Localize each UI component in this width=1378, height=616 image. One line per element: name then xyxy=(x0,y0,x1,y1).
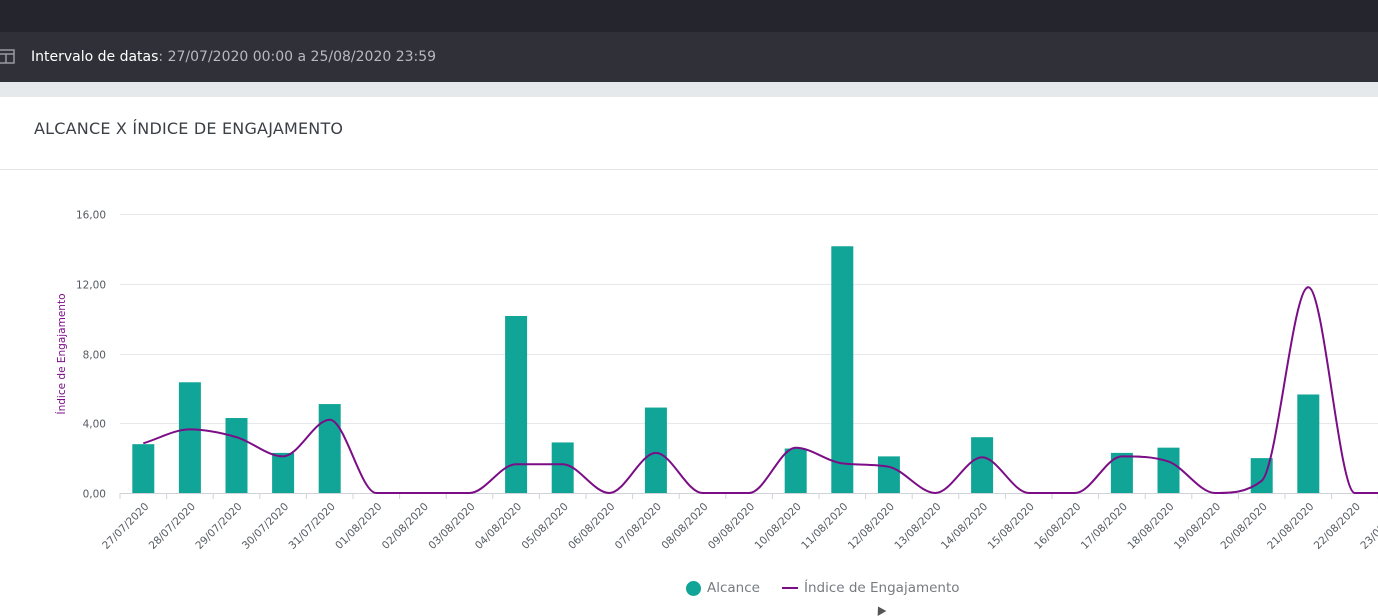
bar xyxy=(178,382,201,493)
chart-legend: Alcance Índice de Engajamento xyxy=(686,580,960,596)
bar xyxy=(132,444,155,493)
app-topbar xyxy=(0,0,1378,32)
bar xyxy=(225,418,248,493)
bar xyxy=(1110,452,1133,493)
bar xyxy=(784,448,807,493)
bar xyxy=(877,456,900,493)
bar xyxy=(551,442,574,493)
y-tick-label: 16,00 xyxy=(76,210,106,222)
date-range-separator: : xyxy=(158,49,168,65)
date-filter-bar[interactable]: Intervalo de datas: 27/07/2020 00:00 a 2… xyxy=(0,32,1378,82)
x-tick-label: 16/08/2020 xyxy=(1032,501,1083,552)
x-tick-label: 02/08/2020 xyxy=(380,501,431,552)
x-tick-label: 12/08/2020 xyxy=(846,501,897,552)
card-divider xyxy=(0,169,1378,170)
bar xyxy=(971,437,994,493)
x-tick-label: 18/08/2020 xyxy=(1125,501,1176,552)
chart-title: ALCANCE X ÍNDICE DE ENGAJAMENTO xyxy=(34,119,344,138)
legend-engajamento[interactable]: Índice de Engajamento xyxy=(803,580,960,596)
x-tick-label: 07/08/2020 xyxy=(613,501,664,552)
y-tick-label: 12,00 xyxy=(76,280,106,292)
bar xyxy=(505,316,528,493)
x-tick-label: 06/08/2020 xyxy=(566,501,617,552)
y-tick-label: 0,00 xyxy=(83,489,106,501)
x-tick-label: 19/08/2020 xyxy=(1172,501,1223,552)
x-tick-label: 30/07/2020 xyxy=(240,501,291,552)
x-tick-label: 01/08/2020 xyxy=(333,501,384,552)
section-separator xyxy=(0,82,1378,97)
x-tick-label: 21/08/2020 xyxy=(1265,501,1316,552)
x-tick-label: 15/08/2020 xyxy=(986,501,1037,552)
x-tick-label: 28/07/2020 xyxy=(147,501,198,552)
x-tick-label: 10/08/2020 xyxy=(753,501,804,552)
bar xyxy=(318,404,341,493)
date-range-text: Intervalo de datas: 27/07/2020 00:00 a 2… xyxy=(31,49,436,65)
x-tick-label: 08/08/2020 xyxy=(659,501,710,552)
x-tick-label: 27/07/2020 xyxy=(100,501,151,552)
engajamento-legend-marker xyxy=(781,587,798,589)
x-tick-label: 03/08/2020 xyxy=(426,501,477,552)
x-tick-label: 29/07/2020 xyxy=(193,501,244,552)
y-tick-label: 4,00 xyxy=(83,419,106,431)
bar xyxy=(1157,447,1180,493)
x-tick-label: 04/08/2020 xyxy=(473,501,524,552)
layout-panel-icon[interactable] xyxy=(0,49,16,65)
legend-alcance[interactable]: Alcance xyxy=(707,580,760,596)
chart-card: ALCANCE X ÍNDICE DE ENGAJAMENTO xyxy=(0,97,1378,614)
x-tick-label: 20/08/2020 xyxy=(1219,501,1270,552)
x-tick-label: 22/08/2020 xyxy=(1312,501,1363,552)
bar xyxy=(1297,394,1320,493)
date-range-label: Intervalo de datas xyxy=(31,49,159,65)
bar xyxy=(831,246,854,493)
bar xyxy=(644,407,667,493)
date-range-value: 27/07/2020 00:00 a 25/08/2020 23:59 xyxy=(167,49,437,65)
x-tick-label: 11/08/2020 xyxy=(799,501,850,552)
x-tick-label: 14/08/2020 xyxy=(939,501,990,552)
x-tick-label: 13/08/2020 xyxy=(892,501,943,552)
x-tick-label: 31/07/2020 xyxy=(287,501,338,552)
x-tick-label: 09/08/2020 xyxy=(706,501,757,552)
x-tick-label: 17/08/2020 xyxy=(1079,501,1130,552)
y-tick-label: 8,00 xyxy=(83,350,106,362)
alcance-legend-marker xyxy=(686,580,701,596)
x-tick-label: 05/08/2020 xyxy=(520,501,571,552)
y-axis-label: Índice de Engajamento xyxy=(55,294,68,415)
engajamento-line xyxy=(143,286,1378,495)
bar xyxy=(272,452,295,493)
